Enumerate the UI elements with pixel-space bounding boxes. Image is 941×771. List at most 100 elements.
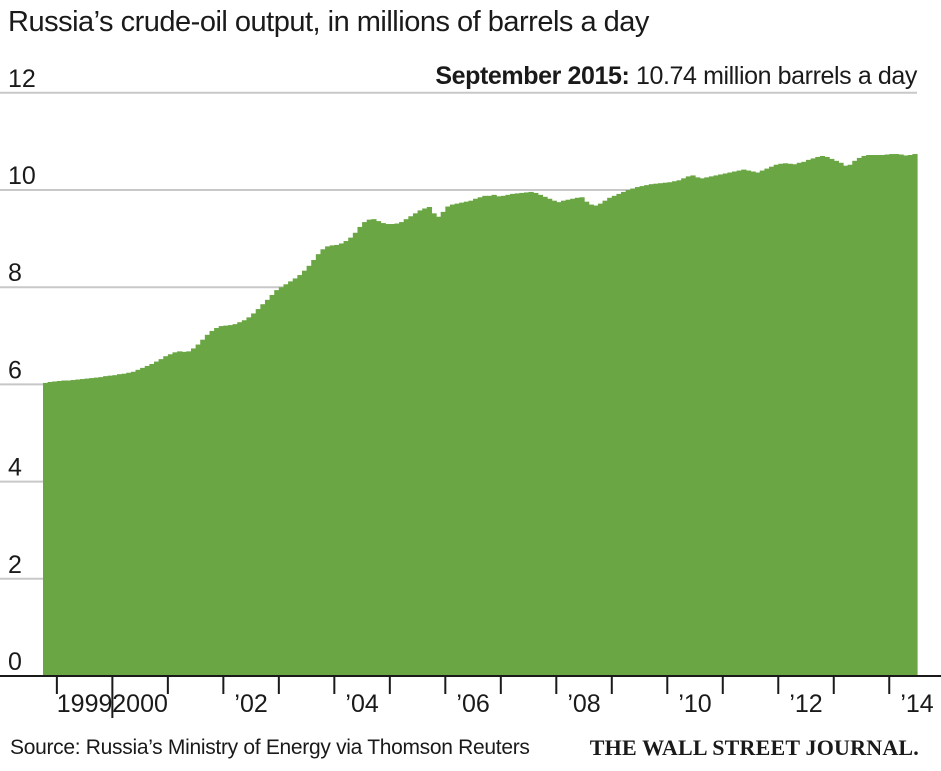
bar (422, 208, 428, 676)
bar (745, 170, 752, 676)
bar (338, 243, 345, 676)
bar (463, 201, 470, 676)
bar (232, 324, 238, 676)
bar (126, 372, 132, 676)
bar (274, 290, 280, 676)
bar (510, 193, 516, 676)
bar (602, 200, 608, 676)
bar (116, 374, 123, 676)
bar (399, 222, 405, 676)
bar (459, 202, 465, 676)
bar (695, 177, 701, 677)
bar (514, 193, 520, 676)
bar (764, 168, 770, 676)
bar (856, 157, 863, 677)
bar (269, 294, 275, 676)
bar (819, 155, 826, 677)
x-tick-label: 2000 (112, 690, 168, 718)
bar (325, 246, 331, 676)
bar (574, 197, 581, 676)
bar (523, 192, 530, 676)
y-tick-label: 6 (8, 356, 22, 384)
bar (371, 219, 377, 676)
x-axis (0, 675, 941, 718)
bar (306, 265, 312, 676)
bar (315, 254, 322, 676)
bar (200, 339, 206, 676)
bar (209, 330, 215, 676)
bar (329, 245, 335, 676)
bar (107, 375, 113, 676)
x-tick-label: ’08 (567, 690, 600, 718)
bar (903, 155, 909, 677)
bar (616, 193, 622, 676)
bar (454, 203, 460, 677)
bar (47, 381, 53, 676)
bar (292, 278, 298, 676)
bar (394, 223, 400, 676)
bar (528, 191, 534, 676)
bar (593, 205, 599, 677)
bar (847, 164, 853, 677)
bar (334, 244, 340, 677)
y-tick-label: 4 (8, 454, 22, 482)
bar (607, 197, 613, 676)
bar (412, 213, 419, 676)
bar (408, 216, 414, 677)
bar (496, 196, 502, 676)
bar (699, 178, 705, 676)
bar (732, 171, 738, 676)
x-tick-label: ’06 (456, 690, 489, 718)
bar (79, 379, 86, 676)
bar (773, 164, 779, 677)
bar (792, 164, 798, 677)
bar (301, 270, 308, 676)
bar (870, 155, 876, 676)
bar (403, 219, 409, 676)
bar (782, 163, 789, 676)
x-tick-label: ’10 (678, 690, 711, 718)
x-tick-label: ’04 (345, 690, 378, 718)
bar (907, 155, 913, 676)
y-axis-labels: 0 2 4 6 8 10 12 (8, 65, 36, 676)
bar (500, 195, 507, 676)
bar (84, 378, 90, 676)
bar (89, 378, 95, 676)
bar (625, 190, 631, 676)
bar (547, 198, 553, 676)
bar (218, 326, 224, 676)
bar (264, 299, 271, 676)
bar (56, 381, 63, 676)
bar (806, 159, 812, 676)
x-tick-label: ’14 (900, 690, 933, 718)
bar (362, 222, 368, 676)
bar (482, 195, 488, 676)
bar (704, 177, 710, 677)
bar (366, 219, 372, 676)
bar (565, 199, 571, 676)
bar (648, 184, 655, 677)
bar (884, 154, 890, 676)
bar (186, 351, 192, 676)
bar (112, 375, 118, 676)
y-tick-label: 0 (8, 648, 22, 676)
x-tick-label: 1999 (57, 690, 113, 718)
y-tick-label: 12 (8, 65, 36, 93)
bar (843, 165, 849, 676)
bar (755, 172, 761, 676)
bar (676, 180, 682, 676)
bar (190, 348, 197, 676)
bar (861, 155, 867, 677)
bar (829, 158, 835, 676)
bar (163, 356, 169, 676)
bar (584, 201, 590, 676)
bar (537, 194, 544, 677)
latest-value-annotation: September 2015: 10.74 million barrels a … (435, 62, 917, 91)
annotation-date: September 2015: (435, 62, 630, 90)
bar (718, 174, 724, 676)
bar (713, 175, 719, 677)
bar (297, 275, 303, 676)
bar (653, 183, 659, 676)
x-axis-labels: 1999 2000 ’02 ’04 ’06 ’08 ’10 ’12 ’14 (57, 690, 934, 718)
